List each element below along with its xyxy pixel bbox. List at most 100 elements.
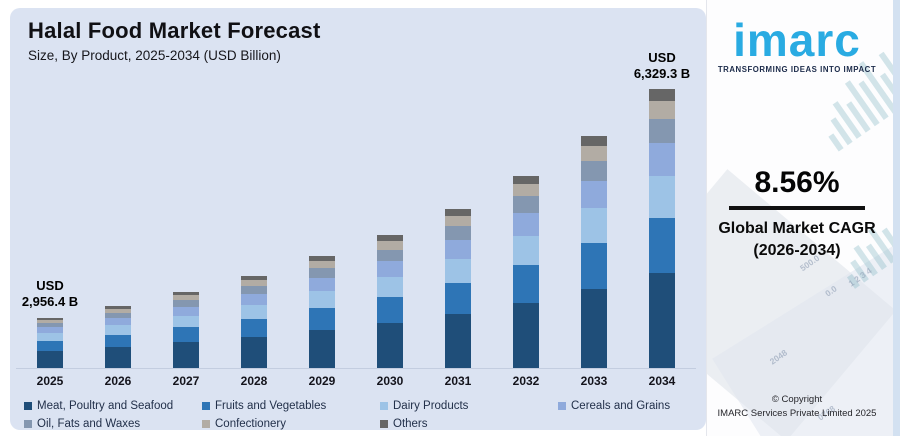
bar-segment-others — [241, 276, 267, 280]
legend-item: Dairy Products — [380, 400, 558, 412]
bar-segment-confectionery — [377, 241, 403, 250]
bar-segment-confectionery — [37, 320, 63, 323]
stacked-bar-chart: USD 2,956.4 B USD 6,329.3 B — [16, 8, 696, 368]
bar-segment-fruits-and-vegetables — [105, 335, 131, 347]
bar-segment-cereals-and-grains — [309, 278, 335, 291]
bar-segment-others — [445, 209, 471, 216]
legend-item: Fruits and Vegetables — [202, 400, 380, 412]
bar-segment-oil-fats-and-waxes — [649, 119, 675, 143]
x-axis-label: 2029 — [308, 374, 336, 388]
bar-segment-confectionery — [105, 309, 131, 313]
bar-segment-meat-poultry-and-seafood — [649, 273, 675, 368]
bar-segment-cereals-and-grains — [241, 294, 267, 305]
bar-segment-others — [105, 306, 131, 309]
bar-segment-dairy-products — [445, 259, 471, 283]
x-axis-label: 2030 — [376, 374, 404, 388]
stacked-bar — [513, 176, 539, 368]
bar-segment-meat-poultry-and-seafood — [241, 337, 267, 368]
stacked-bar — [309, 256, 335, 368]
bar-column: USD 2,956.4 B — [16, 8, 84, 368]
stacked-bar — [173, 292, 199, 368]
cagr-block: 8.56% Global Market CAGR (2026-2034) — [707, 166, 887, 261]
legend-label: Oil, Fats and Waxes — [37, 418, 141, 430]
legend-swatch — [202, 420, 210, 428]
bar-value-label: USD 6,329.3 B — [633, 49, 691, 81]
legend-label: Others — [393, 418, 428, 430]
bar-segment-confectionery — [309, 261, 335, 268]
bar-segment-confectionery — [581, 146, 607, 161]
bar-segment-cereals-and-grains — [581, 181, 607, 208]
bar-segment-others — [649, 89, 675, 101]
chart-subtitle: Size, By Product, 2025-2034 (USD Billion… — [28, 48, 281, 63]
bar-column — [288, 8, 356, 368]
legend-item: Meat, Poultry and Seafood — [24, 400, 202, 412]
bar-segment-dairy-products — [513, 236, 539, 265]
stacked-bar — [445, 209, 471, 368]
imarc-logo: imarc TRANSFORMING IDEAS INTO IMPACT — [707, 14, 887, 75]
legend-swatch — [24, 402, 32, 410]
legend-swatch — [24, 420, 32, 428]
bar-segment-dairy-products — [377, 277, 403, 297]
bar-segment-fruits-and-vegetables — [241, 319, 267, 337]
bar-segment-cereals-and-grains — [105, 318, 131, 325]
bar-segment-confectionery — [513, 184, 539, 196]
bar-segment-dairy-products — [241, 305, 267, 319]
bar-column — [152, 8, 220, 368]
bar-column — [560, 8, 628, 368]
x-axis-label: 2027 — [172, 374, 200, 388]
bar-segment-fruits-and-vegetables — [581, 243, 607, 289]
bar-segment-meat-poultry-and-seafood — [377, 323, 403, 368]
bar-segment-fruits-and-vegetables — [649, 218, 675, 273]
bar-segment-oil-fats-and-waxes — [581, 161, 607, 181]
legend-item: Confectionery — [202, 418, 380, 430]
stacked-bar — [377, 235, 403, 368]
page-title: Halal Food Market Forecast — [28, 18, 321, 43]
x-axis-line — [16, 368, 696, 369]
cagr-value: 8.56% — [754, 166, 840, 199]
bar-column: USD 6,329.3 B — [628, 8, 696, 368]
bar-segment-confectionery — [649, 101, 675, 119]
legend-item: Oil, Fats and Waxes — [24, 418, 202, 430]
imarc-logo-text: imarc — [733, 14, 861, 66]
bar-segment-dairy-products — [309, 291, 335, 308]
bar-segment-cereals-and-grains — [377, 261, 403, 277]
bar-segment-meat-poultry-and-seafood — [37, 351, 63, 368]
legend-swatch — [380, 420, 388, 428]
copyright: © Copyright IMARC Services Private Limit… — [707, 393, 887, 420]
bar-segment-confectionery — [241, 280, 267, 286]
legend-item: Others — [380, 418, 558, 430]
watermark-text: 0.0 — [823, 283, 839, 299]
bar-segment-oil-fats-and-waxes — [105, 313, 131, 318]
bar-segment-others — [173, 292, 199, 295]
bar-column — [424, 8, 492, 368]
bar-segment-others — [309, 256, 335, 261]
bar-segment-meat-poultry-and-seafood — [105, 347, 131, 368]
x-axis-label: 2028 — [240, 374, 268, 388]
x-axis-label: 2032 — [512, 374, 540, 388]
bar-segment-oil-fats-and-waxes — [513, 196, 539, 213]
bar-segment-oil-fats-and-waxes — [173, 300, 199, 307]
bar-segment-fruits-and-vegetables — [173, 327, 199, 342]
cagr-label-line2: (2026-2034) — [753, 241, 841, 259]
bar-segment-dairy-products — [581, 208, 607, 243]
brand-sidebar: 500.0 0.0 1 2 3 4 2048 0768 imarc TRANSFORMI… — [706, 0, 893, 436]
bar-segment-others — [513, 176, 539, 184]
bar-segment-meat-poultry-and-seafood — [581, 289, 607, 368]
legend-label: Cereals and Grains — [571, 400, 671, 412]
copyright-line1: © Copyright — [771, 394, 823, 406]
bar-column — [220, 8, 288, 368]
stacked-bar — [649, 89, 675, 368]
cagr-label-line1: Global Market CAGR — [718, 220, 876, 237]
bar-segment-dairy-products — [649, 176, 675, 218]
bar-segment-cereals-and-grains — [445, 240, 471, 259]
stacked-bar — [37, 318, 63, 368]
bar-segment-confectionery — [445, 216, 471, 226]
bar-segment-fruits-and-vegetables — [377, 297, 403, 323]
bar-segment-fruits-and-vegetables — [309, 308, 335, 330]
x-axis-label: 2031 — [444, 374, 472, 388]
imarc-logo-tagline: TRANSFORMING IDEAS INTO IMPACT — [717, 65, 877, 75]
copyright-line2: IMARC Services Private Limited 2025 — [717, 407, 877, 419]
bar-column — [356, 8, 424, 368]
legend-label: Confectionery — [215, 418, 286, 430]
